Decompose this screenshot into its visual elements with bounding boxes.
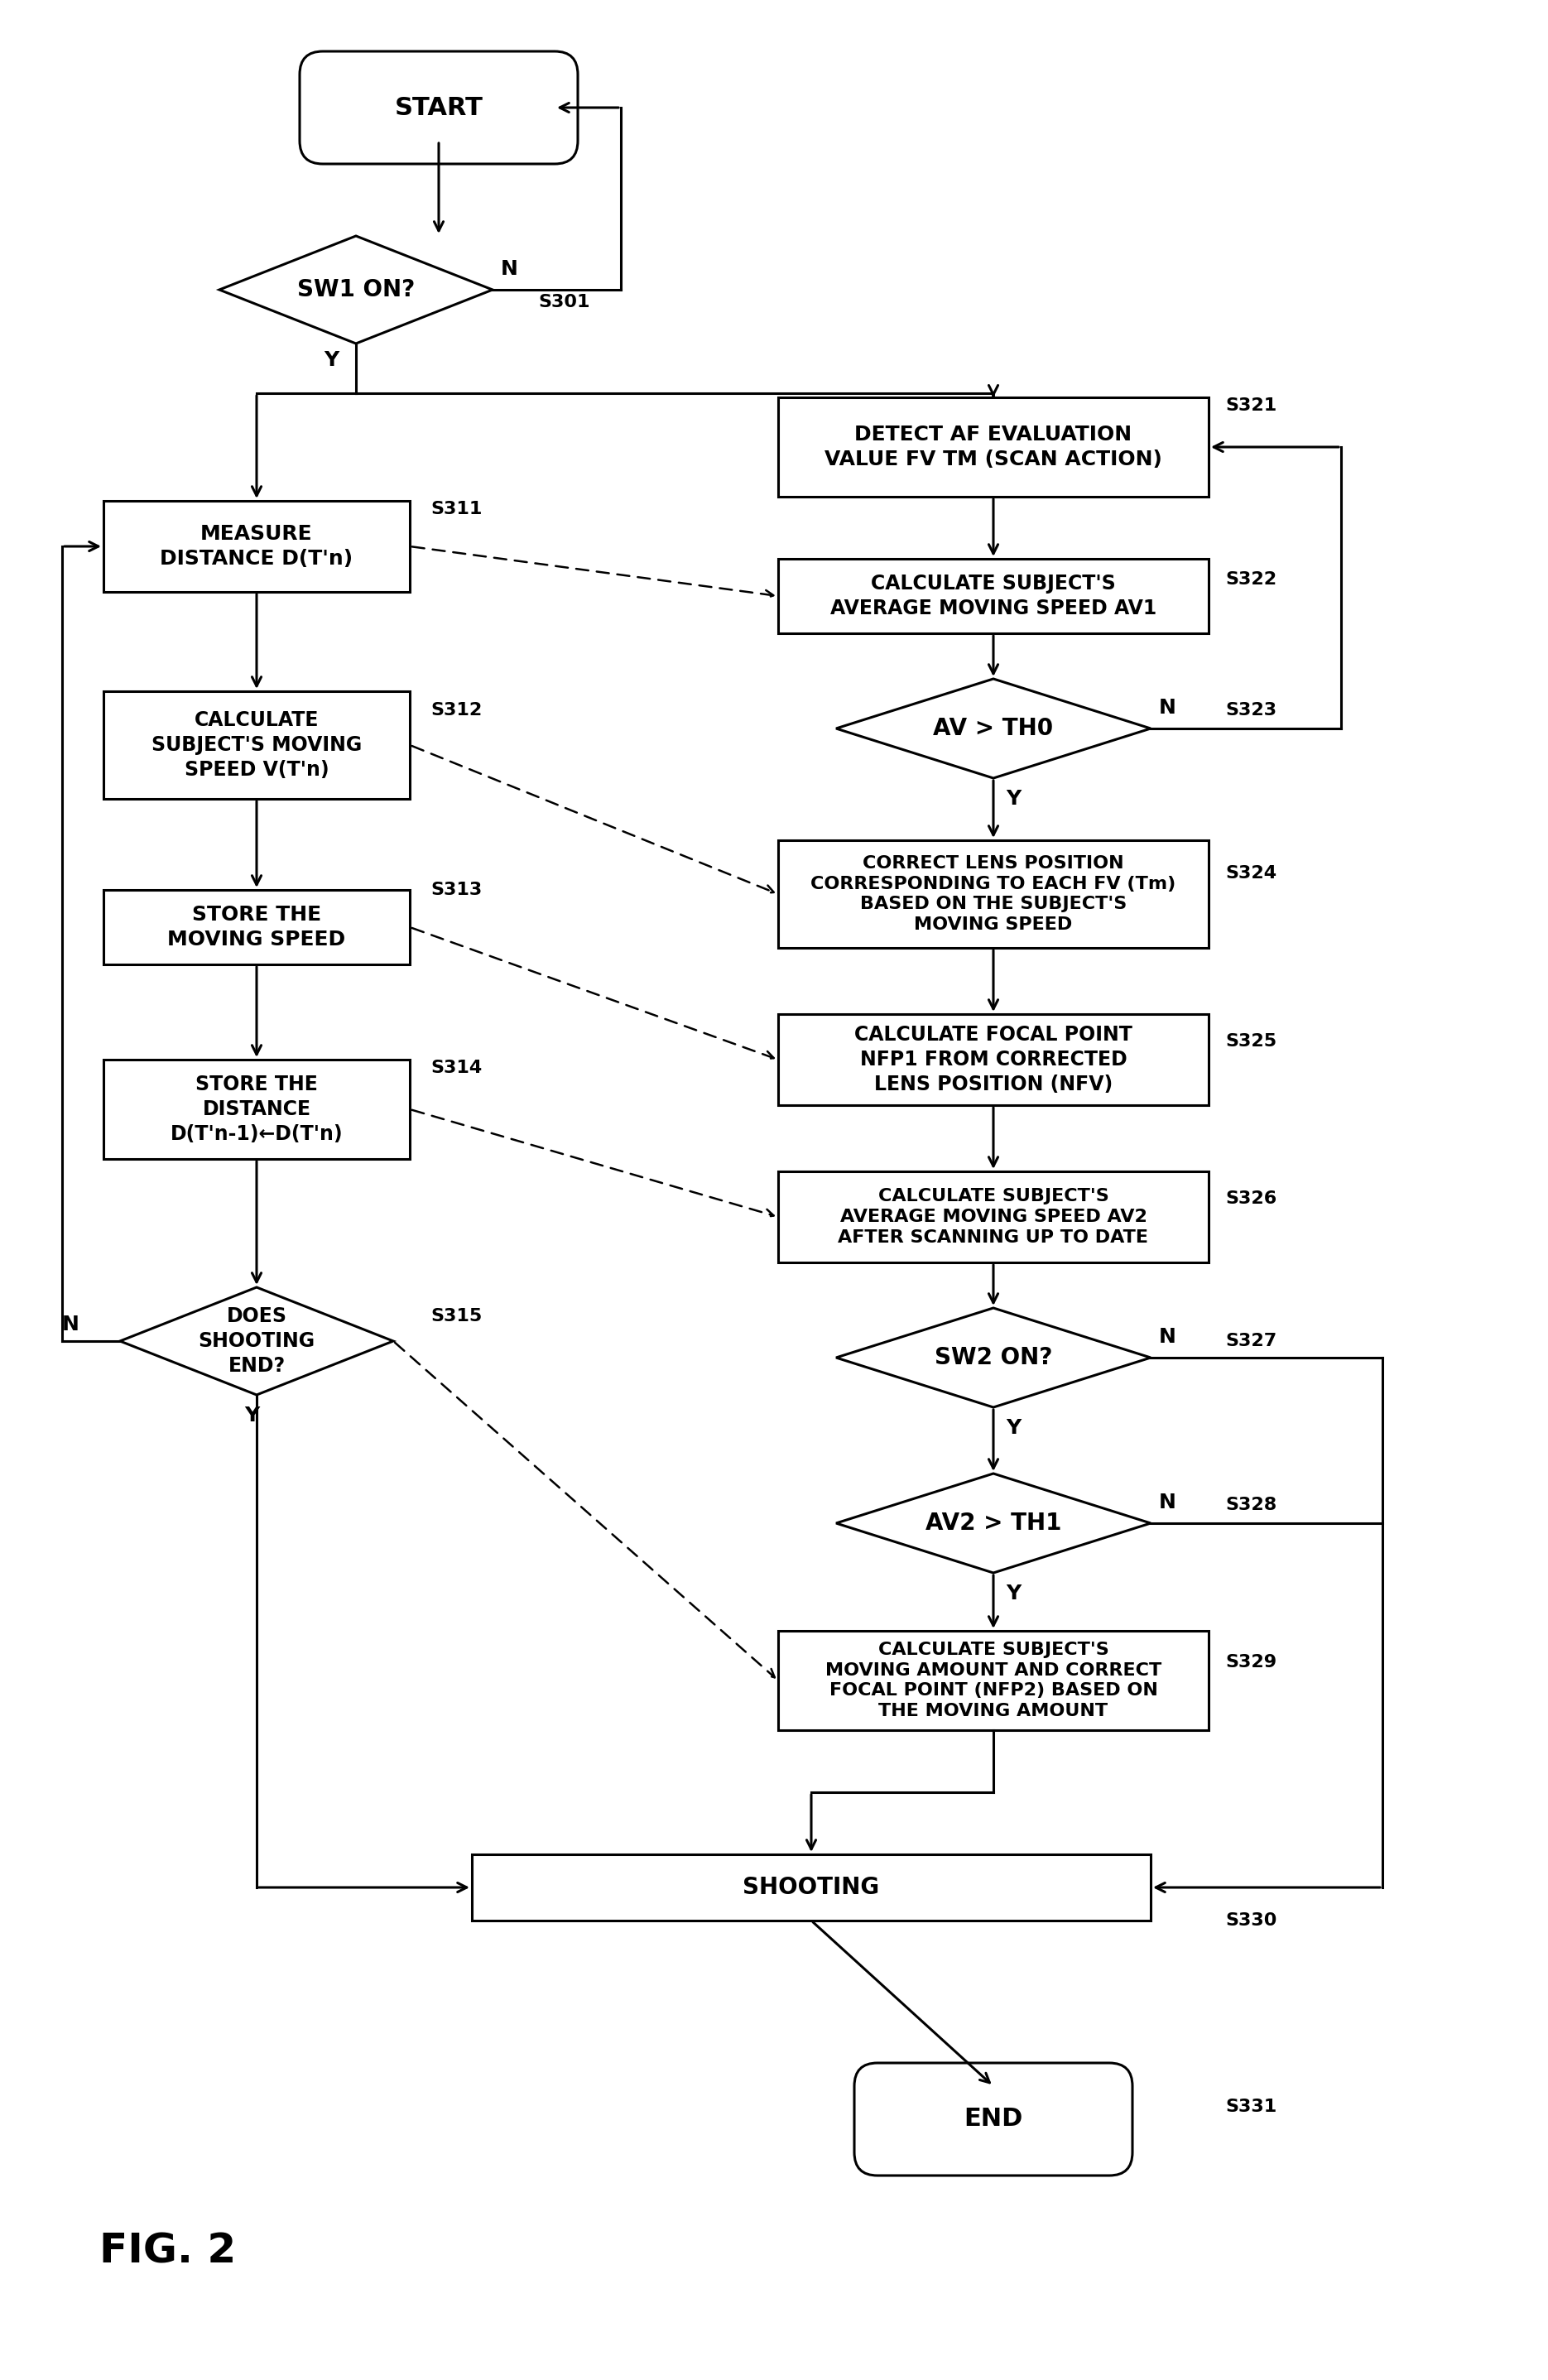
Text: SHOOTING: SHOOTING <box>743 1875 879 1899</box>
Text: S327: S327 <box>1224 1333 1277 1349</box>
Text: MEASURE
DISTANCE D(T'n): MEASURE DISTANCE D(T'n) <box>159 524 353 569</box>
Text: S313: S313 <box>430 881 481 897</box>
Text: N: N <box>1159 1328 1176 1347</box>
Polygon shape <box>836 678 1150 778</box>
Text: SW1 ON?: SW1 ON? <box>297 278 415 302</box>
Bar <box>779 1171 1209 1261</box>
Bar <box>104 690 410 800</box>
Bar <box>104 1059 410 1159</box>
Text: N: N <box>62 1314 79 1335</box>
Text: CALCULATE
SUBJECT'S MOVING
SPEED V(T'n): CALCULATE SUBJECT'S MOVING SPEED V(T'n) <box>152 712 362 781</box>
Text: SW2 ON?: SW2 ON? <box>935 1347 1053 1368</box>
Bar <box>779 397 1209 497</box>
Text: N: N <box>1159 1492 1176 1511</box>
Text: S301: S301 <box>539 293 590 309</box>
Text: Y: Y <box>1006 1418 1020 1438</box>
Text: Y: Y <box>324 350 339 369</box>
Bar <box>779 1630 1209 1730</box>
Text: S315: S315 <box>430 1309 481 1326</box>
Text: S312: S312 <box>430 702 481 719</box>
Text: CALCULATE FOCAL POINT
NFP1 FROM CORRECTED
LENS POSITION (NFV): CALCULATE FOCAL POINT NFP1 FROM CORRECTE… <box>854 1026 1133 1095</box>
Text: STORE THE
MOVING SPEED: STORE THE MOVING SPEED <box>167 904 345 950</box>
Text: CALCULATE SUBJECT'S
MOVING AMOUNT AND CORRECT
FOCAL POINT (NFP2) BASED ON
THE MO: CALCULATE SUBJECT'S MOVING AMOUNT AND CO… <box>825 1642 1161 1721</box>
Bar <box>104 890 410 964</box>
Polygon shape <box>836 1309 1150 1407</box>
FancyBboxPatch shape <box>300 52 577 164</box>
Text: DOES
SHOOTING
END?: DOES SHOOTING END? <box>198 1307 316 1376</box>
Text: Y: Y <box>245 1407 260 1426</box>
Text: N: N <box>502 259 519 278</box>
Text: DETECT AF EVALUATION
VALUE FV TM (SCAN ACTION): DETECT AF EVALUATION VALUE FV TM (SCAN A… <box>825 424 1163 469</box>
Text: START: START <box>395 95 483 119</box>
Bar <box>779 840 1209 947</box>
FancyBboxPatch shape <box>854 2063 1133 2175</box>
Text: CORRECT LENS POSITION
CORRESPONDING TO EACH FV (Tm)
BASED ON THE SUBJECT'S
MOVIN: CORRECT LENS POSITION CORRESPONDING TO E… <box>811 854 1176 933</box>
Text: S314: S314 <box>430 1059 481 1076</box>
Text: S330: S330 <box>1224 1911 1277 1928</box>
Text: S324: S324 <box>1224 864 1277 881</box>
Text: END: END <box>964 2106 1023 2130</box>
Text: STORE THE
DISTANCE
D(T'n-1)←D(T'n): STORE THE DISTANCE D(T'n-1)←D(T'n) <box>170 1076 344 1145</box>
Text: CALCULATE SUBJECT'S
AVERAGE MOVING SPEED AV2
AFTER SCANNING UP TO DATE: CALCULATE SUBJECT'S AVERAGE MOVING SPEED… <box>837 1188 1149 1245</box>
Text: N: N <box>1159 697 1176 719</box>
Bar <box>472 1854 1150 1921</box>
Text: S322: S322 <box>1224 571 1277 588</box>
Bar <box>779 559 1209 633</box>
Text: S311: S311 <box>430 500 481 516</box>
Bar <box>104 500 410 593</box>
Text: S323: S323 <box>1224 702 1277 719</box>
Text: FIG. 2: FIG. 2 <box>99 2232 237 2271</box>
Polygon shape <box>220 236 492 343</box>
Text: Y: Y <box>1006 1583 1020 1604</box>
Bar <box>779 1014 1209 1104</box>
Text: S325: S325 <box>1224 1033 1277 1050</box>
Text: S331: S331 <box>1224 2099 1277 2116</box>
Text: Y: Y <box>1006 788 1020 809</box>
Text: AV > TH0: AV > TH0 <box>933 716 1054 740</box>
Polygon shape <box>121 1288 393 1395</box>
Text: S329: S329 <box>1224 1654 1277 1671</box>
Text: S321: S321 <box>1224 397 1277 414</box>
Text: S326: S326 <box>1224 1190 1277 1207</box>
Text: AV2 > TH1: AV2 > TH1 <box>926 1511 1062 1535</box>
Polygon shape <box>836 1473 1150 1573</box>
Text: CALCULATE SUBJECT'S
AVERAGE MOVING SPEED AV1: CALCULATE SUBJECT'S AVERAGE MOVING SPEED… <box>830 574 1156 619</box>
Text: S328: S328 <box>1224 1497 1277 1514</box>
